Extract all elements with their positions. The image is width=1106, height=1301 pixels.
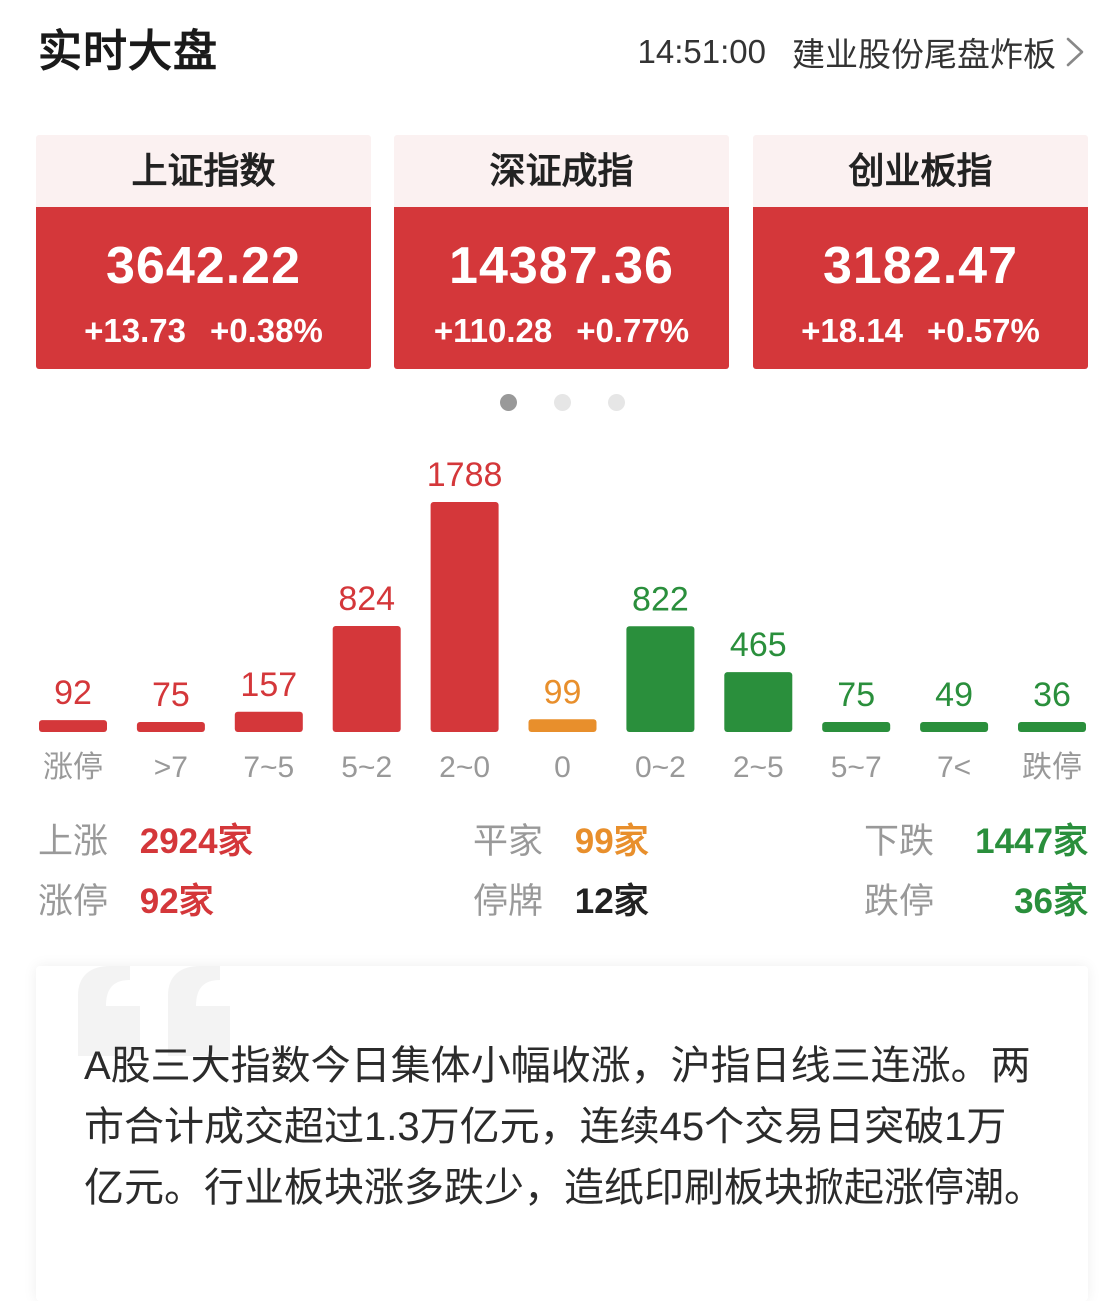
bar [234,711,303,732]
bar-value-label: 465 [730,626,787,664]
stat-limit-down: 跌停 36家 [864,872,1088,932]
index-card-chinext[interactable]: 创业板指 3182.47 +18.14 +0.57% [753,135,1088,369]
index-card-shanghai[interactable]: 上证指数 3642.22 +13.73 +0.38% [36,135,371,369]
category-label: 0~2 [635,751,686,784]
index-name: 上证指数 [36,135,371,207]
index-change: +18.14 [801,312,903,349]
market-breadth-stats: 上涨 2924家 涨停 92家 平家 99家 停牌 12家 下跌 1447家 跌… [38,812,1088,932]
change-distribution-chart: 92 涨停 75 >7 157 7~5 824 5~2 1788 2~0 99 0 822 0~2 465 2… [39,456,1086,784]
news-ticker-link[interactable]: 14:51:00 建业股份尾盘炸板 [638,22,1086,82]
index-value: 14387.36 [449,237,674,295]
stat-label: 涨停 [38,882,109,921]
index-change-row: +13.73 +0.38% [36,311,371,351]
category-label: >7 [154,751,188,784]
index-change: +13.73 [84,312,186,349]
index-name: 深证成指 [394,135,729,207]
pager-dot[interactable] [608,394,625,411]
news-time: 14:51:00 [637,33,766,70]
stat-value: 36家 [1014,882,1088,921]
stat-suspended: 停牌 12家 [473,872,649,932]
stat-value: 2924家 [139,822,253,861]
bar-value-label: 824 [338,580,395,618]
category-label: 7< [937,751,971,784]
pager-dot[interactable] [500,394,517,411]
pager-dot[interactable] [554,394,571,411]
category-label: 跌停 [1022,751,1082,784]
stat-value: 12家 [574,882,649,921]
index-change-row: +18.14 +0.57% [753,311,1088,351]
news-headline: 建业股份尾盘炸板 [792,36,1056,73]
category-label: 5~2 [341,751,392,784]
bar-value-label: 92 [54,674,92,712]
bar-value-label: 822 [632,580,689,618]
index-card-shenzhen[interactable]: 深证成指 14387.36 +110.28 +0.77% [394,135,729,369]
bar [822,722,891,732]
stat-limit-up: 涨停 92家 [38,872,214,932]
quote-icon [78,966,230,1056]
bar [39,720,107,732]
bar [136,722,205,732]
stat-label: 上涨 [38,822,109,861]
category-label: 2~5 [733,751,784,784]
stat-label: 下跌 [864,822,935,861]
bar-value-label: 157 [240,666,297,704]
bar [430,502,499,732]
index-change-row: +110.28 +0.77% [394,311,729,351]
category-label: 2~0 [439,751,490,784]
bar-value-label: 36 [1033,676,1071,714]
index-change-pct: +0.38% [210,312,323,349]
category-label: 0 [554,751,571,784]
bar [332,626,401,732]
bar-value-label: 99 [544,673,582,711]
header: 实时大盘 14:51:00 建业股份尾盘炸板 [38,22,1086,82]
bar-value-label: 49 [935,676,973,714]
index-change: +110.28 [433,312,553,349]
index-body: 3642.22 +13.73 +0.38% [36,207,371,369]
index-value: 3182.47 [823,237,1018,295]
stat-label: 平家 [473,822,544,861]
index-name: 创业板指 [753,135,1088,207]
stat-value: 1447家 [975,822,1088,861]
stat-value: 92家 [139,882,214,921]
index-cards: 上证指数 3642.22 +13.73 +0.38% 深证成指 14387.36 … [36,135,1088,369]
index-change-pct: +0.77% [576,312,690,349]
market-summary-card: A股三大指数今日集体小幅收涨，沪指日线三连涨。两市合计成交超过1.3万亿元，连续… [36,966,1088,1301]
index-value: 3642.22 [106,237,301,295]
bar [626,626,695,732]
bar [1018,722,1086,732]
stat-value: 99家 [574,822,649,861]
bar-value-label: 1788 [427,456,503,494]
stat-flat: 平家 99家 [473,812,649,872]
category-label: 7~5 [243,751,294,784]
index-body: 14387.36 +110.28 +0.77% [394,207,729,369]
stat-up: 上涨 2924家 [38,812,253,872]
index-change-pct: +0.57% [927,312,1040,349]
category-label: 5~7 [831,751,882,784]
bar [528,719,597,732]
stat-label: 跌停 [864,882,935,921]
stat-label: 停牌 [473,882,544,921]
chevron-right-icon [1066,37,1084,67]
bar-value-label: 75 [152,676,190,714]
index-body: 3182.47 +18.14 +0.57% [753,207,1088,369]
page-title: 实时大盘 [38,27,218,76]
stat-down: 下跌 1447家 [864,812,1088,872]
bar-value-label: 75 [837,676,875,714]
bar [724,672,793,732]
summary-text: A股三大指数今日集体小幅收涨，沪指日线三连涨。两市合计成交超过1.3万亿元，连续… [84,1044,1044,1210]
bar [920,722,989,732]
carousel-pager [0,394,1106,412]
category-label: 涨停 [43,751,103,784]
